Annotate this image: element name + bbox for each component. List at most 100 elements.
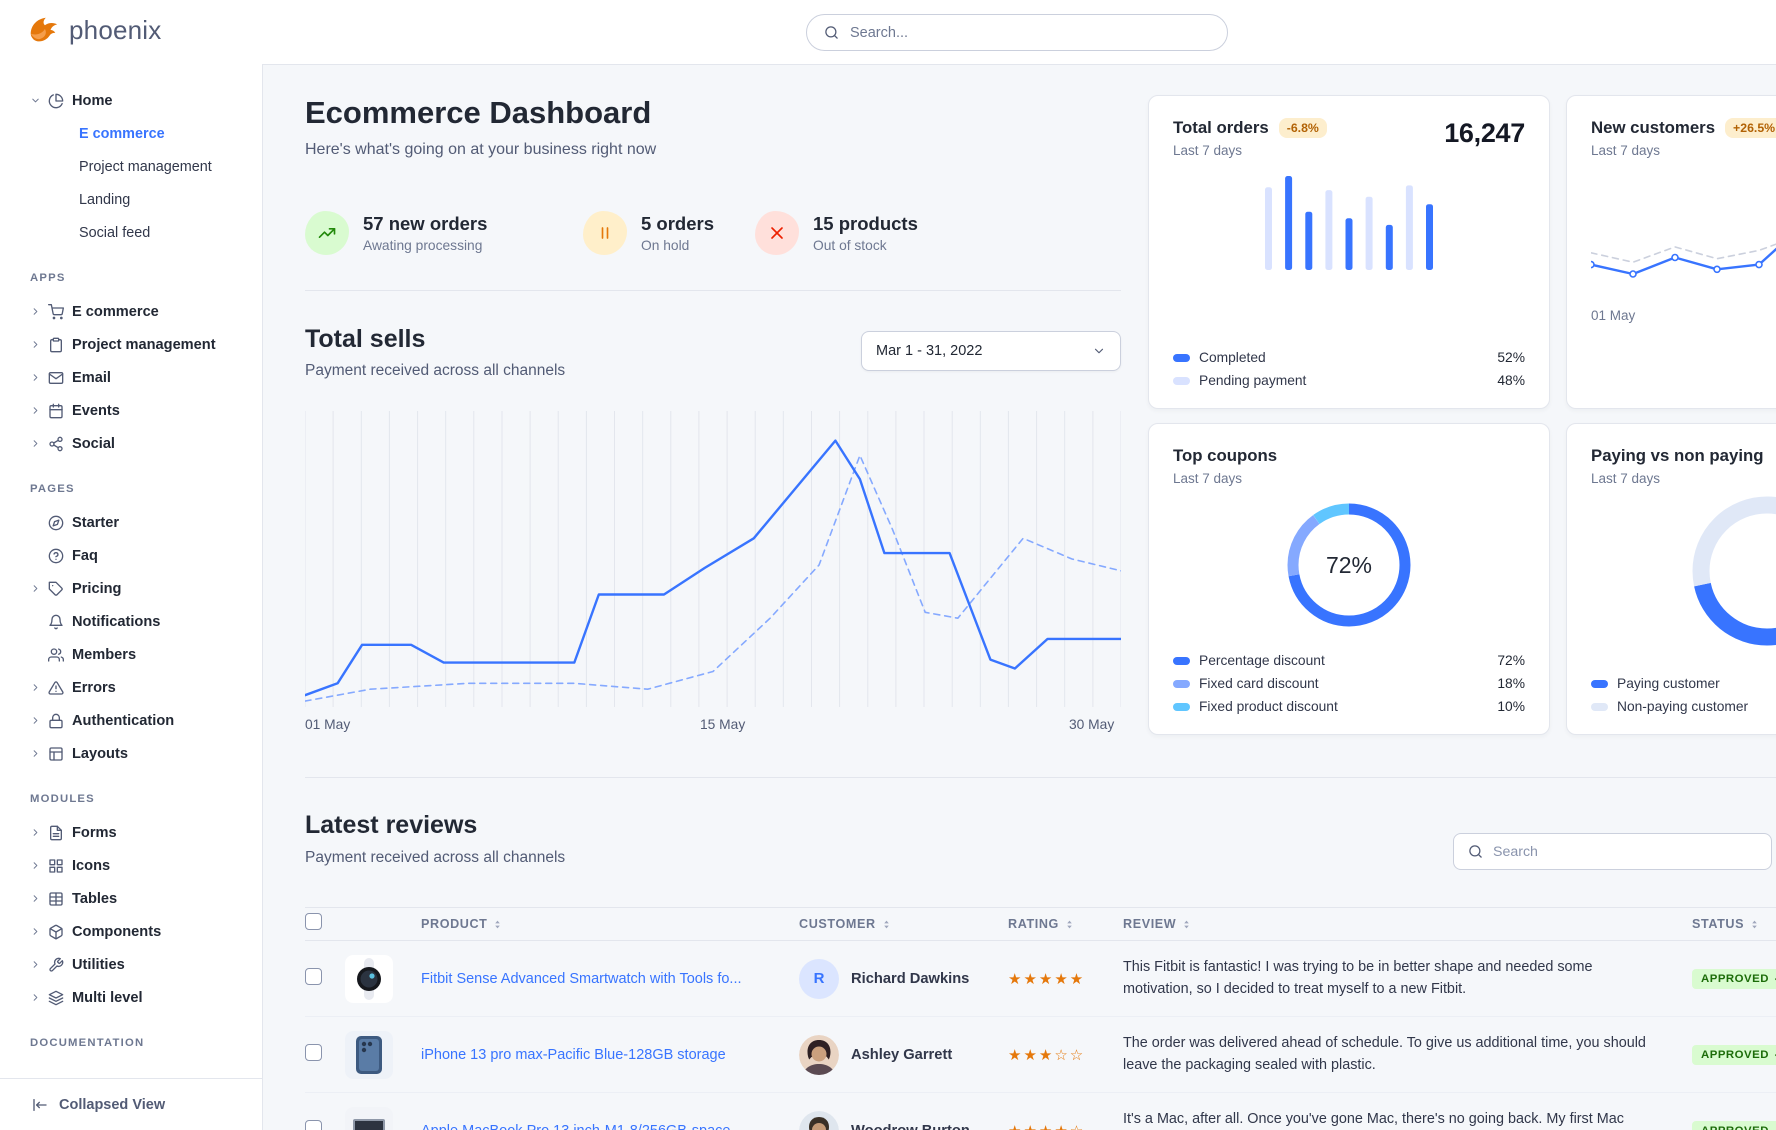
status-label: APPROVED [1701, 972, 1769, 985]
product-image-fitbit[interactable] [345, 954, 393, 1003]
column-header-status[interactable]: STATUS [1692, 917, 1776, 931]
sidebar-item-multi-level[interactable]: Multi level [0, 981, 262, 1014]
cart-icon [48, 303, 72, 320]
stat-out-of-stock: 15 products Out of stock [755, 211, 918, 255]
chevron-right-icon [30, 925, 48, 939]
sidebar-item-project-management-app[interactable]: Project management [0, 328, 262, 361]
sidebar-item-ecommerce[interactable]: E commerce [0, 117, 262, 150]
column-header-customer[interactable]: CUSTOMER [799, 917, 1008, 931]
card-title: New customers [1591, 118, 1716, 137]
sidebar-item-label: Events [72, 402, 120, 419]
sidebar-item-faq[interactable]: Faq [0, 539, 262, 572]
chevron-right-icon [30, 371, 48, 385]
product-link[interactable]: Fitbit Sense Advanced Smartwatch with To… [421, 970, 742, 987]
sidebar-item-authentication[interactable]: Authentication [0, 704, 262, 737]
sidebar-item-label: Starter [72, 514, 120, 531]
card-period: Last 7 days [1173, 143, 1243, 158]
legend-swatch-pending [1173, 376, 1190, 385]
legend-value: 10% [1497, 699, 1525, 714]
chevron-right-icon [30, 958, 48, 972]
reviews-search[interactable] [1453, 833, 1772, 870]
brand-logo[interactable]: phoenix [26, 13, 161, 47]
x-axis-tick: 15 May [700, 717, 746, 732]
column-header-rating[interactable]: RATING [1008, 917, 1123, 931]
card-top-coupons: Top coupons Last 7 days 72% Percentage d… [1148, 423, 1550, 735]
brand-name: phoenix [69, 14, 162, 45]
date-range-value: Mar 1 - 31, 2022 [876, 343, 983, 359]
sidebar-item-email[interactable]: Email [0, 361, 262, 394]
tag-icon [48, 581, 72, 597]
caret-spacer [30, 648, 48, 662]
customer-cell: R Richard Dawkins [799, 958, 1008, 999]
sidebar-item-forms[interactable]: Forms [0, 816, 262, 849]
sidebar-item-ecommerce-app[interactable]: E commerce [0, 295, 262, 328]
sidebar-item-social[interactable]: Social [0, 427, 262, 460]
global-search-input[interactable] [850, 24, 1210, 41]
divider [305, 777, 1776, 778]
sidebar-item-label: Errors [72, 679, 116, 696]
sidebar-item-project-management[interactable]: Project management [0, 150, 262, 183]
row-checkbox[interactable] [305, 1043, 322, 1061]
alert-triangle-icon [48, 680, 72, 696]
sidebar-item-label: Social [72, 435, 115, 452]
sidebar-item-label: Icons [72, 857, 111, 874]
legend-swatch [1591, 702, 1608, 711]
product-link[interactable]: iPhone 13 pro max-Pacific Blue-128GB sto… [421, 1046, 726, 1063]
select-all-checkbox[interactable] [305, 913, 322, 930]
sidebar-item-home[interactable]: Home [0, 84, 262, 117]
sidebar-item-starter[interactable]: Starter [0, 506, 262, 539]
product-image-iphone[interactable] [345, 1030, 393, 1079]
review-row: Fitbit Sense Advanced Smartwatch with To… [305, 941, 1776, 1017]
sidebar-item-label: Project management [79, 158, 212, 175]
sidebar-item-tables[interactable]: Tables [0, 882, 262, 915]
sidebar-item-events[interactable]: Events [0, 394, 262, 427]
paying-legend: Paying customer Non-paying customer [1591, 672, 1776, 718]
sidebar-item-icons[interactable]: Icons [0, 849, 262, 882]
column-label: STATUS [1692, 917, 1745, 931]
legend-row: Pending payment 48% [1173, 369, 1525, 392]
sidebar-item-label: Multi level [72, 989, 143, 1006]
column-header-review[interactable]: REVIEW [1123, 917, 1692, 931]
customer-cell: Ashley Garrett [799, 1034, 1008, 1075]
sidebar-item-errors[interactable]: Errors [0, 671, 262, 704]
layout-icon [48, 746, 72, 762]
legend-label: Paying customer [1617, 676, 1720, 691]
sidebar-item-notifications[interactable]: Notifications [0, 605, 262, 638]
donut-chart [1287, 503, 1411, 627]
file-text-icon [48, 825, 72, 841]
legend-swatch-completed [1173, 353, 1190, 362]
sidebar-item-label: E commerce [72, 303, 159, 320]
total-sells-title: Total sells [305, 325, 426, 353]
product-link[interactable]: Apple MacBook Pro 13 inch-M1-8/256GB-spa… [421, 1123, 799, 1130]
product-image-macbook[interactable] [345, 1106, 393, 1130]
global-search[interactable] [806, 14, 1228, 51]
row-checkbox[interactable] [305, 1119, 322, 1130]
legend-row: Paying customer [1591, 672, 1776, 695]
reviews-search-input[interactable] [1493, 843, 1757, 860]
avatar-photo [799, 1110, 839, 1130]
column-header-product[interactable]: PRODUCT [421, 917, 799, 931]
table-icon [48, 891, 72, 907]
avatar-letter: R [813, 970, 825, 987]
total-orders-legend: Completed 52% Pending payment 48% [1173, 346, 1525, 392]
page-subtitle: Here's what's going on at your business … [305, 141, 657, 158]
total-orders-bar-chart [1265, 176, 1433, 270]
sidebar-item-layouts[interactable]: Layouts [0, 737, 262, 770]
stat-value: 5 orders [641, 213, 715, 234]
card-title: Total orders [1173, 118, 1269, 137]
sidebar-item-components[interactable]: Components [0, 915, 262, 948]
row-checkbox[interactable] [305, 967, 322, 985]
phoenix-logo-icon [30, 17, 58, 42]
collapsed-view-toggle[interactable]: Collapsed View [0, 1078, 262, 1130]
total-sells-subtitle: Payment received across all channels [305, 362, 566, 379]
sidebar-item-pricing[interactable]: Pricing [0, 572, 262, 605]
sidebar-item-members[interactable]: Members [0, 638, 262, 671]
chevron-right-icon [30, 826, 48, 840]
sidebar-item-landing[interactable]: Landing [0, 183, 262, 216]
sidebar-item-utilities[interactable]: Utilities [0, 948, 262, 981]
sidebar-item-social-feed[interactable]: Social feed [0, 216, 262, 249]
date-range-select[interactable]: Mar 1 - 31, 2022 [861, 331, 1121, 371]
status-badge: APPROVED [1692, 1044, 1776, 1065]
card-period: Last 7 days [1173, 471, 1243, 486]
stat-label: On hold [641, 238, 690, 253]
